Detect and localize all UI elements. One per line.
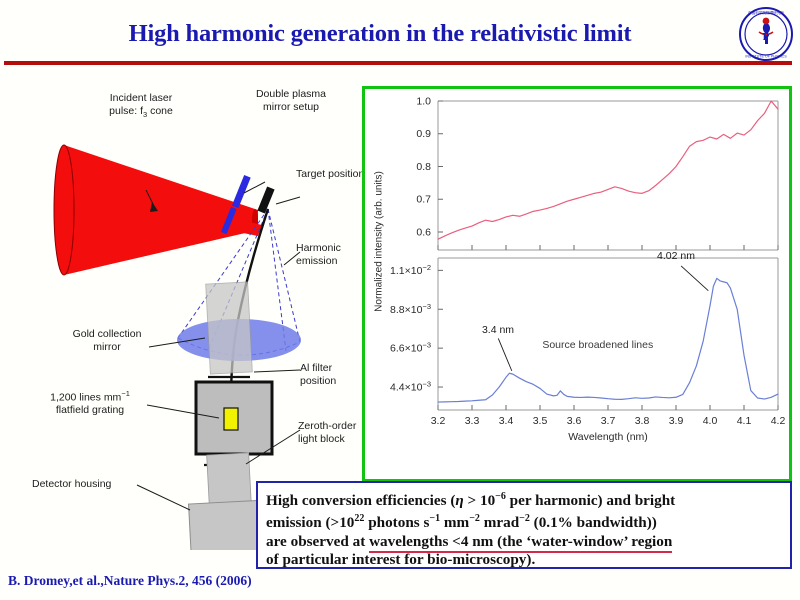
label-detector-housing: Detector housing xyxy=(32,478,112,490)
chart-svg: 1.0 0.9 0.8 0.7 0.6 1.1×10−2 8.8×10−3 6.6×10−3 4… xyxy=(390,96,786,428)
lower-tube xyxy=(206,452,252,508)
leader-lines xyxy=(136,181,301,511)
label-harmonic-l2: emission xyxy=(296,254,338,267)
svg-text:1.0: 1.0 xyxy=(416,96,431,108)
label-incident-laser-l1: Incident laser xyxy=(109,92,173,104)
label-gold-l2: mirror xyxy=(93,340,121,353)
cap-l3a: are observed at xyxy=(266,532,370,550)
svg-text:P: P xyxy=(763,31,770,43)
svg-text:0.6: 0.6 xyxy=(416,226,431,238)
cap-l4: of particular interest for bio-microscop… xyxy=(266,551,536,569)
svg-text:3.4 nm: 3.4 nm xyxy=(482,324,514,336)
double-plasma-mirror xyxy=(220,175,251,235)
cap-exp2: 22 xyxy=(354,513,365,525)
cap-l2b: photons s xyxy=(364,514,430,532)
flatfield-grating-box xyxy=(194,380,274,456)
svg-text:3.9: 3.9 xyxy=(669,415,684,427)
label-harmonic-emission: Harmonic emission xyxy=(296,242,341,267)
laser-arrow-head xyxy=(150,202,158,212)
svg-text:8.8×10−3: 8.8×10−3 xyxy=(390,302,431,316)
target-bar xyxy=(257,186,275,214)
label-al-l2: position xyxy=(300,374,337,387)
label-flatfield-grating: 1,200 lines mm−1 flatfield grating xyxy=(30,388,150,417)
cap-exp4: −2 xyxy=(469,513,480,525)
label-zeroth-l1: Zeroth-order xyxy=(298,420,357,432)
caption-box: High conversion efficiencies (η > 10−6 p… xyxy=(256,481,792,569)
svg-text:3.5: 3.5 xyxy=(533,415,548,427)
cap-l2a: emission (>10 xyxy=(266,514,355,532)
svg-text:INSTITUTE OF PHYSICS: INSTITUTE OF PHYSICS xyxy=(745,55,787,59)
svg-text:4.2: 4.2 xyxy=(771,415,786,427)
label-gold-l1: Gold collection xyxy=(72,328,142,340)
chart-ylabel: Normalized intensity (arb. units) xyxy=(373,171,385,312)
svg-text:6.6×10−3: 6.6×10−3 xyxy=(390,341,431,355)
label-al-filter: Al filter position xyxy=(300,362,336,387)
label-incident-laser-sub: 3 xyxy=(143,109,148,119)
label-dpm-l2: mirror setup xyxy=(262,100,319,113)
cap-exp3: −1 xyxy=(429,513,441,525)
svg-text:1.1×10−2: 1.1×10−2 xyxy=(390,263,431,277)
institute-logo: 中国科学院物理研究所 INSTITUTE OF PHYSICS P xyxy=(738,6,794,62)
svg-text:4.1: 4.1 xyxy=(737,415,752,427)
grating-element xyxy=(223,407,239,431)
label-incident-laser: Incident laser pulse: f3 cone xyxy=(86,92,196,121)
label-dpm-l1: Double plasma xyxy=(255,88,327,100)
label-zeroth-order-block: Zeroth-order light block xyxy=(298,420,356,445)
label-al-l1: Al filter xyxy=(300,362,333,374)
svg-text:3.8: 3.8 xyxy=(635,415,650,427)
figure-green-frame xyxy=(362,86,792,482)
cap-exp5: −2 xyxy=(519,513,530,525)
svg-text:中国科学院物理研究所: 中国科学院物理研究所 xyxy=(748,10,784,15)
label-zeroth-l2: light block xyxy=(298,432,345,445)
caption-text: High conversion efficiencies (η > 10−6 p… xyxy=(266,488,782,570)
svg-text:Source broadened lines: Source broadened lines xyxy=(542,339,653,351)
label-incident-laser-l2a: pulse: f xyxy=(109,104,143,117)
cap-l3-underlined: wavelengths <4 nm (the ‘water-window’ re… xyxy=(369,532,673,553)
experimental-setup-diagram: Incident laser pulse: f3 cone Double pla… xyxy=(0,70,365,563)
label-target-position: Target position xyxy=(296,168,365,180)
label-grating-l1: 1,200 lines mm xyxy=(50,391,122,404)
label-harmonic-l1: Harmonic xyxy=(296,242,341,254)
cap-l1b: > 10 xyxy=(463,492,496,510)
svg-text:3.4: 3.4 xyxy=(499,415,514,427)
svg-text:3.3: 3.3 xyxy=(465,415,480,427)
svg-text:4.0: 4.0 xyxy=(703,415,718,427)
chart-xlabel: Wavelength (nm) xyxy=(568,431,648,443)
cap-l2e: (0.1% bandwidth)) xyxy=(529,514,657,532)
label-grating-l2: flatfield grating xyxy=(55,404,125,416)
svg-text:3.7: 3.7 xyxy=(601,415,616,427)
svg-text:0.7: 0.7 xyxy=(416,194,431,206)
cap-l2c: mm xyxy=(440,514,470,532)
cap-l2d: mrad xyxy=(479,514,520,532)
svg-text:4.02 nm: 4.02 nm xyxy=(657,250,695,262)
cap-eta: η xyxy=(455,492,464,510)
label-incident-laser-l2b: cone xyxy=(147,104,173,117)
svg-text:3.6: 3.6 xyxy=(567,415,582,427)
label-gold-collection-mirror: Gold collection mirror xyxy=(62,328,152,353)
setup-svg xyxy=(53,144,301,563)
label-grating-sup: −1 xyxy=(121,389,130,398)
svg-text:4.4×10−3: 4.4×10−3 xyxy=(390,380,431,394)
page-title: High harmonic generation in the relativi… xyxy=(128,20,632,47)
upper-tube xyxy=(205,281,253,375)
svg-text:0.8: 0.8 xyxy=(416,161,431,173)
label-double-plasma-mirror: Double plasma mirror setup xyxy=(236,88,346,113)
svg-text:3.2: 3.2 xyxy=(431,415,446,427)
svg-text:0.9: 0.9 xyxy=(416,128,431,140)
footer-citation: B. Dromey,et al.,Nature Phys.2, 456 (200… xyxy=(8,573,252,588)
cap-l1a: High conversion efficiencies ( xyxy=(266,492,456,510)
cap-exp1: −6 xyxy=(495,491,506,502)
title-divider xyxy=(4,61,792,65)
cap-l1c: per harmonic) and bright xyxy=(505,492,676,510)
spectrum-chart: Normalized intensity (arb. units) 1.0 0.9… xyxy=(362,86,792,482)
